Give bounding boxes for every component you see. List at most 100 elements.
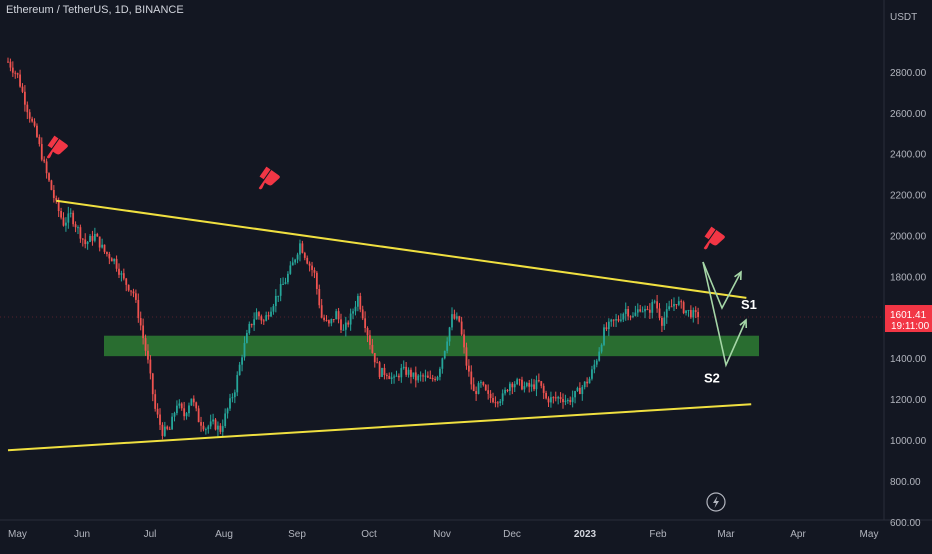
- candle-body: [673, 304, 675, 307]
- candle-body: [680, 301, 683, 303]
- candle-body: [233, 392, 236, 398]
- candle-body: [154, 394, 157, 409]
- candle-body: [644, 308, 646, 312]
- candle-body: [467, 365, 470, 372]
- candle-body: [412, 372, 415, 377]
- candle-body: [528, 382, 531, 387]
- countdown-value: 19:11:00: [891, 321, 930, 332]
- candle-body: [118, 268, 120, 275]
- candle-body: [255, 312, 258, 320]
- candle-body: [451, 314, 453, 328]
- candle-body: [325, 320, 328, 322]
- lightning-icon[interactable]: [706, 492, 726, 512]
- x-tick-label: Nov: [433, 529, 451, 540]
- candle-body: [533, 384, 535, 390]
- candle-body: [303, 252, 306, 258]
- candle-body: [610, 319, 613, 322]
- y-tick-label: 2400.00: [890, 150, 927, 161]
- candle-body: [9, 61, 12, 68]
- candle-body: [356, 296, 359, 307]
- candle-body: [289, 265, 292, 274]
- candle-body: [144, 338, 147, 351]
- candle-body: [410, 369, 412, 377]
- candle-body: [586, 381, 589, 384]
- candle-body: [308, 263, 311, 266]
- candle-body: [81, 238, 84, 240]
- candle-body: [434, 378, 437, 380]
- candle-body: [390, 377, 393, 379]
- candle-body: [40, 144, 43, 160]
- candle-body: [36, 125, 38, 137]
- candle-body: [272, 306, 275, 312]
- candle-body: [487, 390, 490, 394]
- candle-body: [366, 328, 369, 336]
- candle-body: [161, 424, 164, 436]
- candle-body: [624, 308, 627, 314]
- candle-body: [458, 316, 461, 322]
- candle-body: [219, 425, 222, 432]
- candle-body: [7, 61, 9, 63]
- candle-body: [110, 258, 113, 262]
- candle-body: [653, 301, 656, 303]
- candle-body: [665, 309, 668, 318]
- candle-body: [166, 426, 169, 429]
- candle-body: [525, 382, 528, 387]
- candle-body: [183, 408, 186, 417]
- projection-arrow-s1: [702, 261, 742, 310]
- candle-body: [132, 291, 135, 294]
- trendline-lower: [7, 403, 752, 452]
- candle-body: [204, 429, 207, 431]
- candle-body: [306, 257, 309, 264]
- label-s1: S1: [741, 297, 757, 312]
- candle-body: [639, 309, 642, 312]
- y-tick-label: 1800.00: [890, 272, 927, 283]
- candle-body: [537, 380, 540, 382]
- candle-body: [627, 308, 630, 317]
- candle-body: [484, 385, 487, 391]
- candle-body: [101, 244, 104, 248]
- candle-body: [209, 421, 212, 427]
- candle-body: [697, 312, 700, 318]
- y-tick-label: 600.00: [890, 518, 921, 529]
- candle-body: [347, 322, 350, 325]
- candle-body: [530, 384, 533, 387]
- candle-body: [284, 282, 287, 284]
- candle-body: [373, 353, 376, 363]
- candle-body: [489, 393, 492, 399]
- candle-body: [566, 400, 569, 402]
- candle-body: [323, 317, 326, 321]
- candle-body: [294, 259, 297, 263]
- candle-body: [79, 227, 82, 239]
- candle-body: [455, 316, 458, 319]
- candle-body: [137, 299, 140, 319]
- candle-body: [591, 369, 593, 379]
- candle-body: [393, 376, 395, 378]
- candle-body: [149, 359, 152, 374]
- candle-body: [369, 335, 371, 345]
- candle-body: [477, 383, 480, 394]
- candle-body: [43, 159, 46, 162]
- candle-body: [352, 311, 354, 314]
- candle-body: [238, 364, 241, 376]
- candle-body: [173, 413, 176, 417]
- candle-body: [103, 244, 106, 252]
- candle-body: [460, 321, 463, 335]
- candle-body: [130, 290, 132, 292]
- candle-body: [277, 295, 280, 297]
- projection-arrow-s2: [702, 261, 747, 368]
- candle-body: [603, 327, 605, 345]
- y-tick-label: 2800.00: [890, 68, 927, 79]
- candle-body: [28, 112, 31, 119]
- candle-body: [571, 397, 574, 403]
- candle-body: [55, 197, 58, 201]
- candle-body: [188, 405, 190, 414]
- candle-body: [318, 288, 321, 306]
- candle-body: [402, 366, 405, 369]
- candle-body: [376, 362, 379, 364]
- candle-body: [335, 311, 338, 320]
- candle-body: [545, 392, 547, 399]
- candle-body: [342, 329, 345, 331]
- candle-body: [93, 234, 96, 241]
